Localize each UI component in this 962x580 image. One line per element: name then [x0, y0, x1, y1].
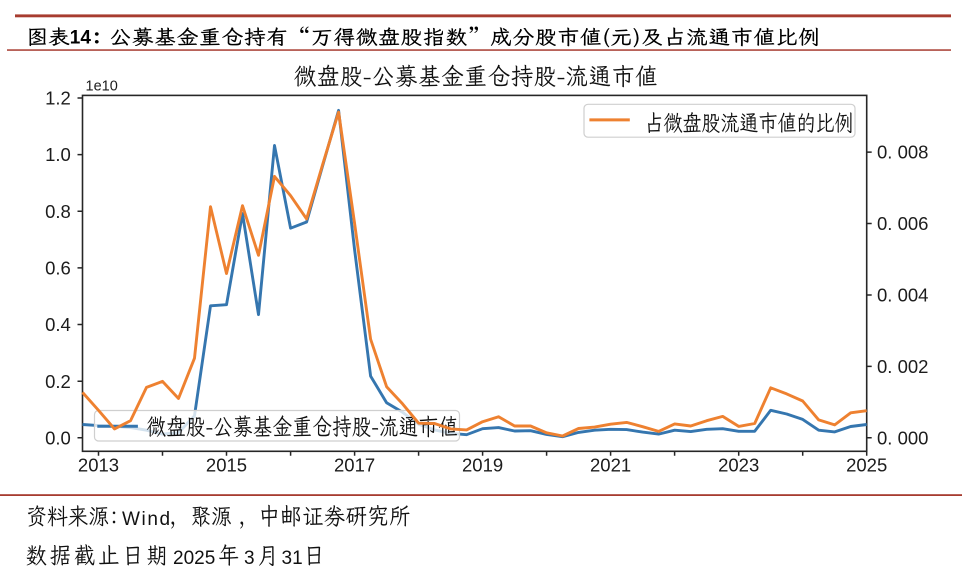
- svg-text:0.2: 0.2: [45, 371, 71, 392]
- svg-text:0. 002: 0. 002: [877, 356, 928, 377]
- svg-text:2023: 2023: [718, 455, 759, 476]
- svg-text:14: 14: [70, 28, 92, 49]
- svg-text:0. 008: 0. 008: [877, 142, 928, 163]
- svg-text:0.4: 0.4: [45, 314, 71, 335]
- svg-text:2017: 2017: [334, 455, 375, 476]
- svg-text:2025: 2025: [846, 455, 887, 476]
- svg-text:0. 004: 0. 004: [877, 285, 928, 306]
- svg-text:2025: 2025: [173, 548, 215, 569]
- svg-text:0. 000: 0. 000: [877, 427, 928, 448]
- svg-text:0. 006: 0. 006: [877, 213, 928, 234]
- svg-text:2019: 2019: [462, 455, 503, 476]
- svg-text:0.6: 0.6: [45, 258, 71, 279]
- svg-text:3: 3: [244, 548, 255, 569]
- svg-text:31: 31: [282, 548, 303, 569]
- svg-text:Wind: Wind: [122, 509, 172, 530]
- svg-text:2021: 2021: [590, 455, 631, 476]
- svg-text:0.0: 0.0: [45, 427, 71, 448]
- svg-text:2013: 2013: [78, 455, 119, 476]
- svg-text:1.0: 1.0: [45, 144, 71, 165]
- svg-text:2015: 2015: [206, 455, 247, 476]
- svg-text:1.2: 1.2: [45, 88, 71, 109]
- svg-text:0.8: 0.8: [45, 201, 71, 222]
- svg-text:1e10: 1e10: [86, 79, 118, 95]
